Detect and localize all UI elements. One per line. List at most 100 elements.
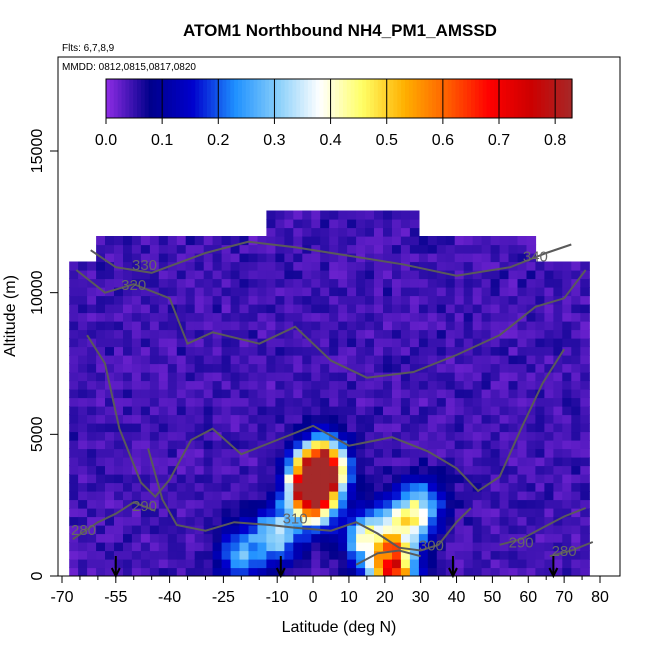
heatmap-cell [580, 440, 590, 450]
heatmap-cell [194, 465, 205, 475]
heatmap-cell [194, 278, 205, 288]
heatmap-cell [454, 312, 465, 322]
heatmap-cell [454, 406, 465, 416]
heatmap-cell [87, 406, 97, 416]
heatmap-cell [517, 304, 528, 314]
heatmap-cell [553, 567, 563, 576]
heatmap-cell [445, 508, 456, 518]
heatmap-cell [284, 499, 294, 509]
heatmap-cell [490, 431, 501, 441]
heatmap-cell [454, 355, 465, 365]
heatmap-cell [392, 414, 402, 424]
heatmap-cell [445, 287, 456, 297]
heatmap-cell [158, 253, 169, 263]
heatmap-cell [87, 499, 97, 509]
heatmap-cell [356, 244, 366, 254]
heatmap-cell [123, 406, 133, 416]
heatmap-cell [356, 542, 366, 552]
heatmap-cell [508, 499, 519, 509]
heatmap-cell [311, 389, 321, 399]
heatmap-cell [176, 397, 187, 407]
heatmap-cell [392, 448, 402, 458]
heatmap-cell [131, 550, 142, 560]
heatmap-cell [123, 329, 133, 339]
heatmap-cell [427, 516, 438, 526]
heatmap-cell [212, 440, 223, 450]
heatmap-cell [580, 278, 590, 288]
heatmap-cell [580, 525, 590, 535]
heatmap-cell [400, 508, 411, 518]
heatmap-cell [230, 321, 241, 331]
heatmap-cell [248, 550, 259, 560]
heatmap-cell [266, 389, 276, 399]
heatmap-cell [167, 236, 178, 246]
heatmap-cell [436, 244, 447, 254]
heatmap-cell [481, 457, 492, 467]
heatmap-cell [248, 253, 259, 263]
heatmap-cell [131, 389, 142, 399]
heatmap-cell [383, 253, 393, 263]
heatmap-cell [96, 261, 106, 271]
heatmap-cell [212, 304, 223, 314]
heatmap-cell [383, 567, 393, 576]
heatmap-cell [571, 346, 581, 356]
heatmap-cell [374, 474, 384, 484]
heatmap-cell [284, 491, 294, 501]
heatmap-cell [418, 414, 429, 424]
heatmap-cell [131, 533, 142, 543]
heatmap-cell [131, 542, 142, 552]
heatmap-cell [481, 567, 492, 576]
heatmap-cell [203, 499, 214, 509]
heatmap-cell [302, 295, 312, 305]
heatmap-cell [78, 304, 88, 314]
colorbar-tick-label: 0.1 [151, 132, 173, 149]
heatmap-cell [526, 559, 537, 569]
heatmap-cell [203, 253, 214, 263]
heatmap-cell [526, 457, 537, 467]
colorbar-swatch [296, 79, 301, 118]
heatmap-cell [409, 295, 420, 305]
heatmap-cell [490, 516, 501, 526]
heatmap-cell [400, 219, 411, 229]
heatmap-cell [445, 312, 456, 322]
heatmap-cell [131, 236, 142, 246]
heatmap-cell [338, 491, 348, 501]
heatmap-cell [418, 295, 429, 305]
heatmap-cell [383, 372, 393, 382]
contour-label: 340 [523, 249, 548, 266]
heatmap-cell [176, 567, 187, 576]
heatmap-cell [472, 414, 483, 424]
heatmap-cell [392, 287, 402, 297]
heatmap-cell [131, 355, 142, 365]
heatmap-cell [392, 261, 402, 271]
heatmap-cell [293, 346, 303, 356]
heatmap-cell [194, 380, 205, 390]
heatmap-cell [78, 278, 88, 288]
heatmap-cell [158, 457, 169, 467]
heatmap-cell [535, 329, 545, 339]
heatmap-cell [293, 372, 303, 382]
heatmap-cell [203, 491, 214, 501]
contour-label: 300 [419, 538, 444, 555]
heatmap-cell [463, 236, 474, 246]
heatmap-cell [293, 295, 303, 305]
heatmap-cell [158, 567, 169, 576]
colorbar-swatch [420, 79, 426, 118]
heatmap-cell [266, 431, 276, 441]
heatmap-cell [544, 533, 554, 543]
heatmap-cell [105, 542, 115, 552]
heatmap-cell [356, 474, 366, 484]
heatmap-cell [445, 499, 456, 509]
heatmap-cell [167, 346, 178, 356]
heatmap-cell [158, 516, 169, 526]
heatmap-cell [365, 414, 375, 424]
heatmap-cell [212, 406, 223, 416]
heatmap-cell [454, 278, 465, 288]
colorbar-swatch [544, 79, 550, 118]
heatmap-cell [544, 440, 554, 450]
heatmap-cell [383, 227, 393, 237]
heatmap-cell [105, 338, 115, 348]
heatmap-cell [78, 397, 88, 407]
heatmap-cell [230, 261, 241, 271]
heatmap-cell [176, 516, 187, 526]
